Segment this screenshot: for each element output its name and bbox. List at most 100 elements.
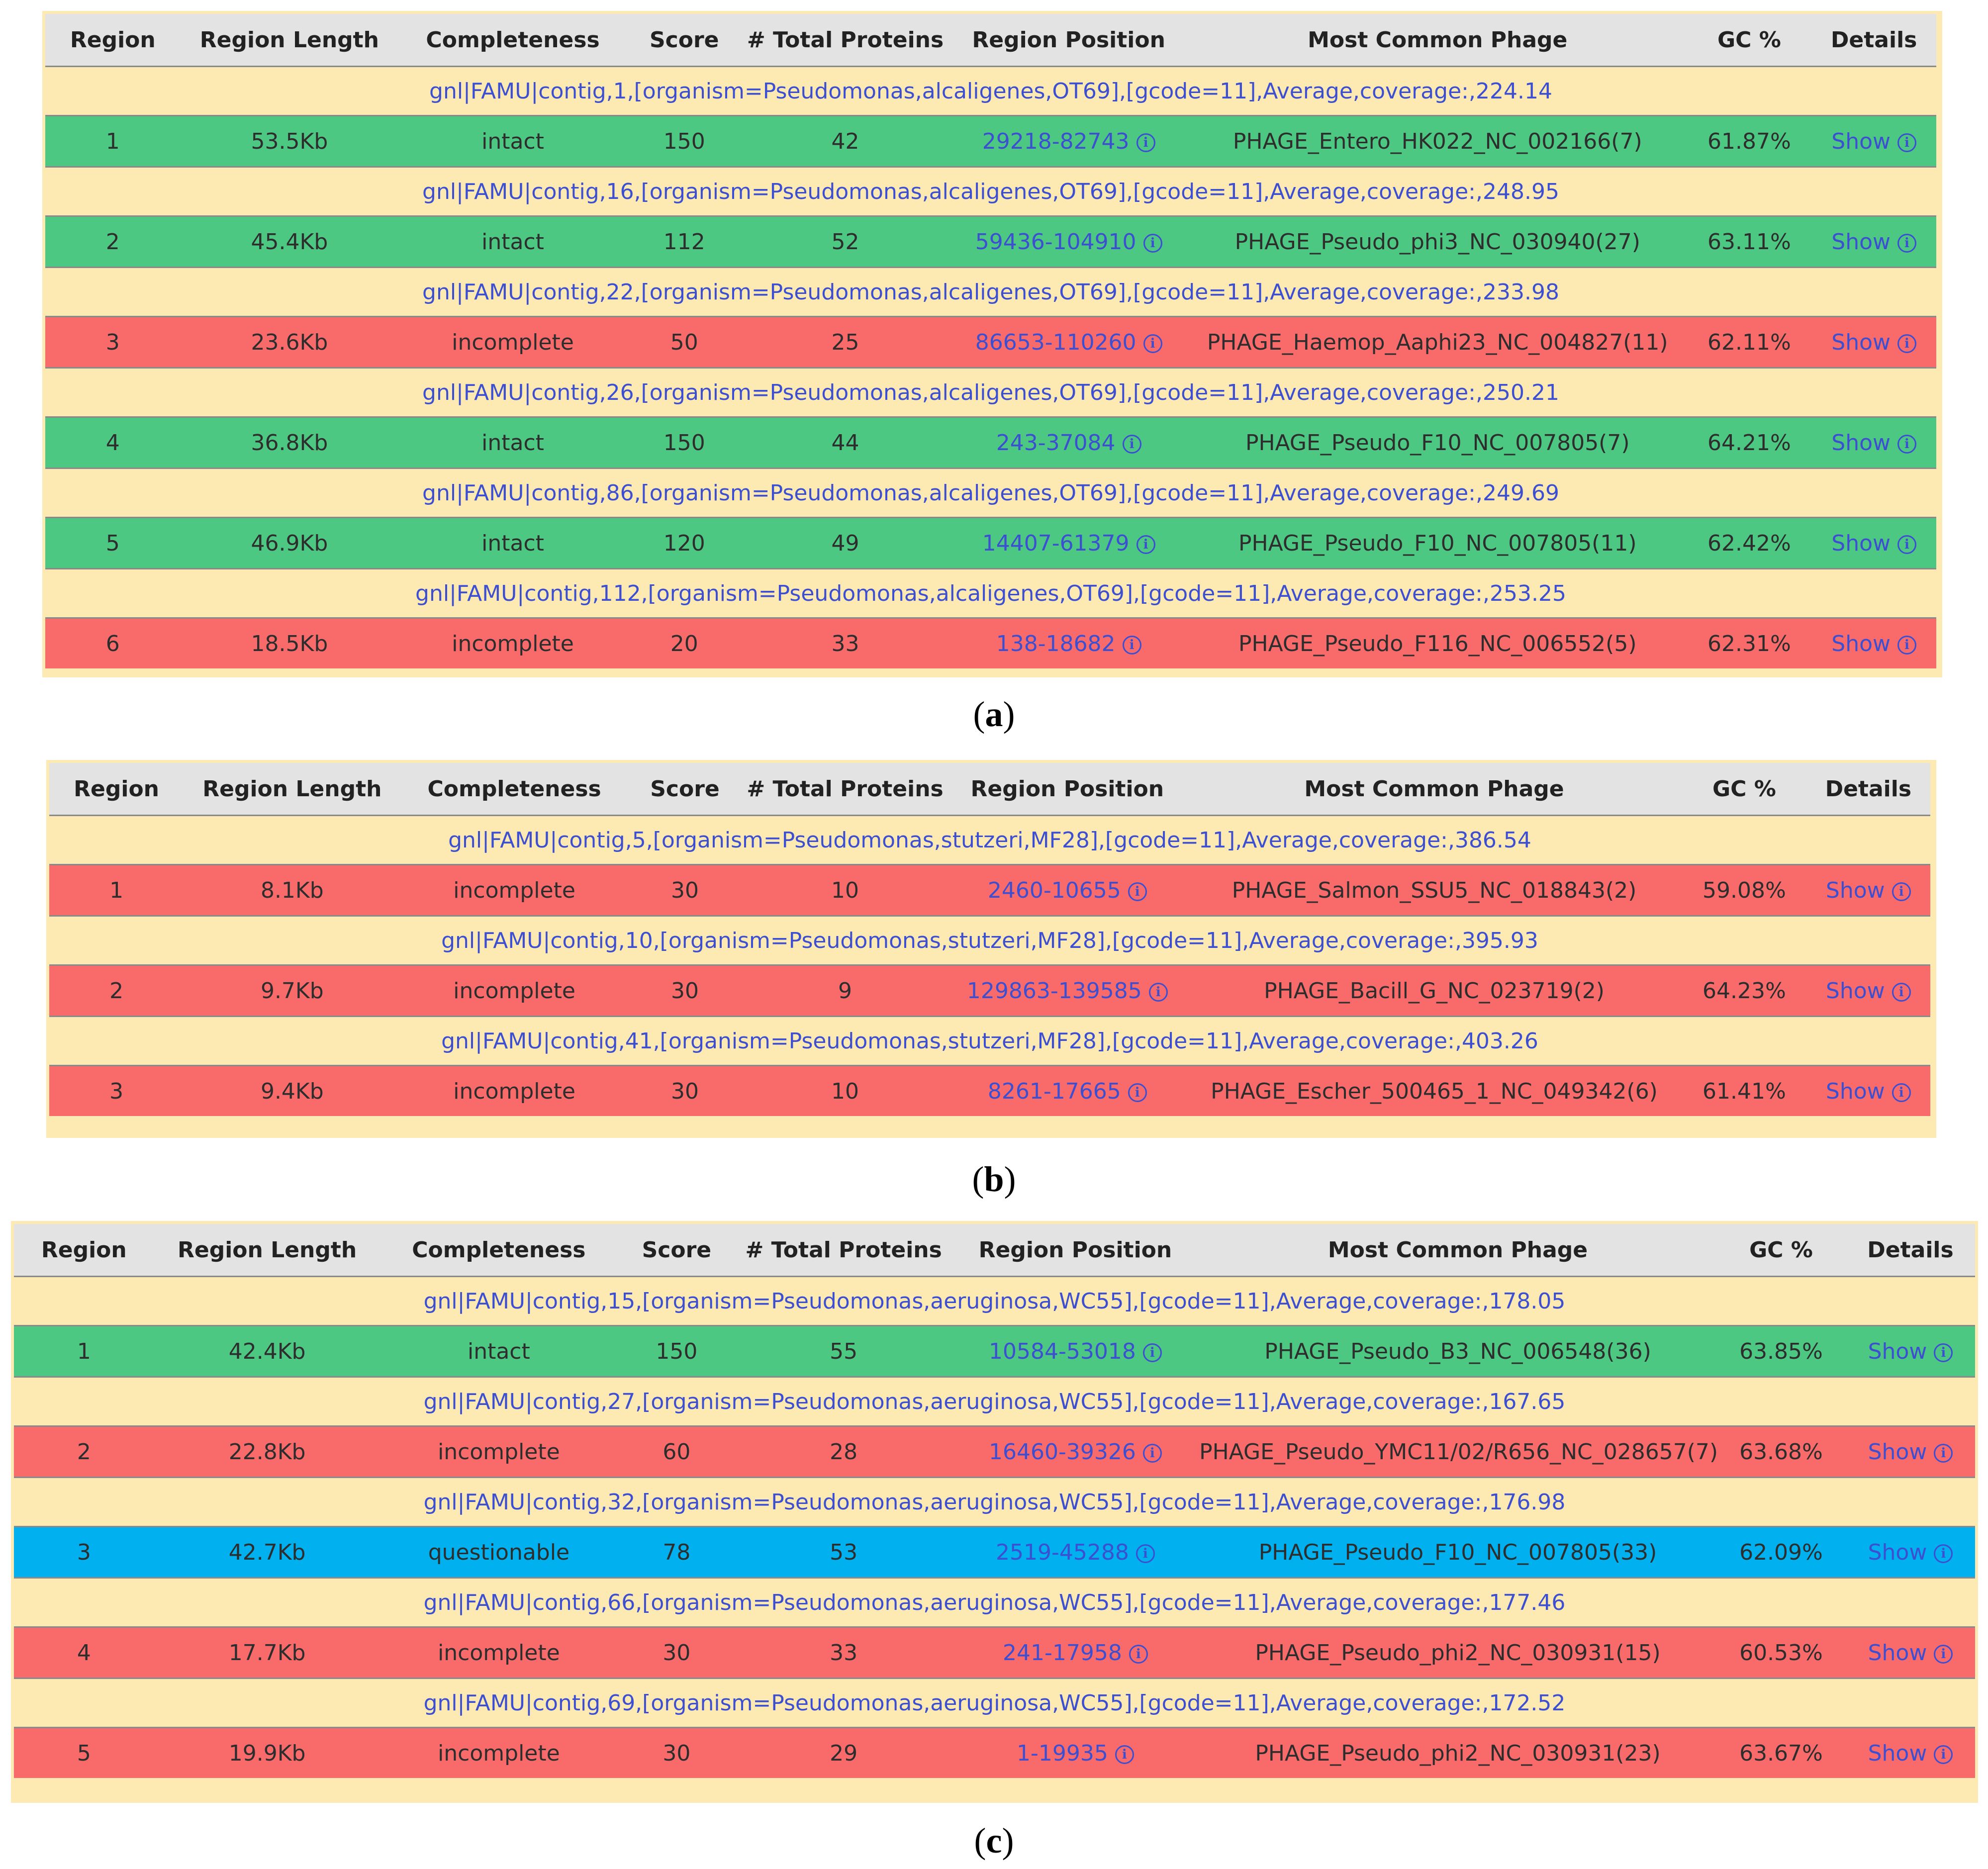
column-header[interactable]: Completeness [400, 763, 628, 816]
column-header[interactable]: Region Length [180, 14, 399, 67]
column-header[interactable]: GC % [1682, 763, 1806, 816]
cell-show: Show i [1845, 1727, 1975, 1778]
cell-gc: 64.23% [1682, 964, 1806, 1017]
region-position-link[interactable]: 1-19935 [1017, 1740, 1108, 1766]
info-icon[interactable]: i [1897, 133, 1916, 152]
show-details-link[interactable]: Show [1868, 1439, 1927, 1465]
info-icon[interactable]: i [1136, 133, 1155, 152]
column-header[interactable]: Region Length [154, 1224, 380, 1277]
cell-score: 150 [627, 416, 742, 468]
info-icon[interactable]: i [1934, 1745, 1953, 1764]
region-position-link[interactable]: 8261-17665 [987, 1078, 1121, 1104]
column-header[interactable]: Details [1806, 763, 1930, 816]
info-icon[interactable]: i [1892, 882, 1911, 901]
info-icon[interactable]: i [1128, 1083, 1147, 1102]
column-header[interactable]: Most Common Phage [1199, 1224, 1716, 1277]
column-header[interactable]: Details [1811, 14, 1936, 67]
region-position-link[interactable]: 14407-61379 [982, 530, 1130, 556]
info-icon[interactable]: i [1897, 535, 1916, 554]
region-position-link[interactable]: 29218-82743 [982, 128, 1130, 154]
cell-show: Show i [1806, 964, 1930, 1017]
info-icon[interactable]: i [1122, 635, 1141, 654]
info-icon[interactable]: i [1142, 1343, 1162, 1362]
proteins-value: 33 [831, 631, 859, 656]
info-icon[interactable]: i [1122, 434, 1141, 454]
column-header[interactable]: GC % [1687, 14, 1812, 67]
info-icon[interactable]: i [1136, 1544, 1155, 1563]
contig-row: gnl|FAMU|contig,5,[organism=Pseudomonas,… [49, 815, 1930, 865]
info-icon[interactable]: i [1897, 233, 1916, 253]
region-position-link[interactable]: 2460-10655 [987, 877, 1121, 903]
info-icon[interactable]: i [1892, 982, 1911, 1002]
column-header[interactable]: # Total Proteins [736, 1224, 951, 1277]
info-icon[interactable]: i [1897, 635, 1916, 654]
cell-proteins: 9 [742, 964, 948, 1017]
info-icon[interactable]: i [1128, 882, 1147, 901]
contig-row: gnl|FAMU|contig,22,[organism=Pseudomonas… [45, 267, 1936, 317]
info-icon[interactable]: i [1897, 434, 1916, 454]
score-value: 30 [670, 978, 699, 1004]
info-icon[interactable]: i [1143, 233, 1162, 253]
region-position-link[interactable]: 2519-45288 [996, 1539, 1129, 1565]
column-header[interactable]: Region [49, 763, 184, 816]
show-details-link[interactable]: Show [1831, 530, 1891, 556]
info-icon[interactable]: i [1892, 1083, 1911, 1102]
info-icon[interactable]: i [1115, 1745, 1134, 1764]
show-details-link[interactable]: Show [1868, 1740, 1927, 1766]
region-value: 4 [77, 1640, 91, 1666]
info-icon[interactable]: i [1897, 334, 1916, 353]
info-icon[interactable]: i [1934, 1644, 1953, 1664]
show-details-link[interactable]: Show [1831, 128, 1891, 154]
info-icon[interactable]: i [1934, 1544, 1953, 1563]
column-header[interactable]: Region Position [951, 1224, 1200, 1277]
column-header[interactable]: Completeness [398, 14, 627, 67]
cell-score: 50 [627, 316, 742, 368]
region-position-link[interactable]: 243-37084 [996, 430, 1116, 456]
info-icon[interactable]: i [1142, 1443, 1162, 1463]
column-header[interactable]: Most Common Phage [1186, 763, 1683, 816]
column-header[interactable]: Score [627, 14, 742, 67]
column-header[interactable]: # Total Proteins [741, 14, 949, 67]
region-value: 2 [77, 1439, 91, 1465]
cell-region: 2 [45, 215, 181, 268]
show-details-link[interactable]: Show [1831, 329, 1891, 355]
column-header[interactable]: Details [1845, 1224, 1975, 1277]
show-details-link[interactable]: Show [1825, 877, 1885, 903]
show-details-link[interactable]: Show [1831, 430, 1891, 456]
info-icon[interactable]: i [1129, 1644, 1148, 1664]
show-details-link[interactable]: Show [1868, 1338, 1927, 1364]
show-details-link[interactable]: Show [1831, 631, 1891, 656]
show-details-link[interactable]: Show [1825, 978, 1885, 1004]
column-header[interactable]: Region Position [948, 763, 1186, 816]
region-position-link[interactable]: 10584-53018 [989, 1338, 1136, 1364]
region-position-link[interactable]: 241-17958 [1003, 1640, 1122, 1666]
column-header[interactable]: Region [14, 1224, 154, 1277]
column-header[interactable]: Completeness [380, 1224, 618, 1277]
region-position-link[interactable]: 59436-104910 [975, 229, 1136, 255]
info-icon[interactable]: i [1136, 535, 1155, 554]
region-position-link[interactable]: 129863-139585 [966, 978, 1142, 1004]
region-position-link[interactable]: 16460-39326 [989, 1439, 1136, 1465]
length-value: 45.4Kb [251, 229, 328, 255]
column-header[interactable]: Most Common Phage [1188, 14, 1687, 67]
cell-show: Show i [1845, 1325, 1975, 1377]
column-header[interactable]: Region [45, 14, 181, 67]
column-header[interactable]: # Total Proteins [742, 763, 948, 816]
info-icon[interactable]: i [1143, 334, 1162, 353]
column-header[interactable]: GC % [1716, 1224, 1846, 1277]
column-header[interactable]: Score [617, 1224, 736, 1277]
region-position-link[interactable]: 86653-110260 [975, 329, 1136, 355]
column-header[interactable]: Region Length [184, 763, 401, 816]
cell-gc: 61.41% [1682, 1065, 1806, 1116]
column-header[interactable]: Region Position [949, 14, 1188, 67]
region-position-link[interactable]: 138-18682 [996, 631, 1116, 656]
column-header[interactable]: Score [628, 763, 742, 816]
info-icon[interactable]: i [1148, 982, 1168, 1002]
show-details-link[interactable]: Show [1825, 1078, 1885, 1104]
show-details-link[interactable]: Show [1868, 1539, 1927, 1565]
show-details-link[interactable]: Show [1831, 229, 1891, 255]
score-value: 30 [670, 1078, 699, 1104]
info-icon[interactable]: i [1934, 1343, 1953, 1362]
info-icon[interactable]: i [1934, 1443, 1953, 1463]
show-details-link[interactable]: Show [1868, 1640, 1927, 1666]
